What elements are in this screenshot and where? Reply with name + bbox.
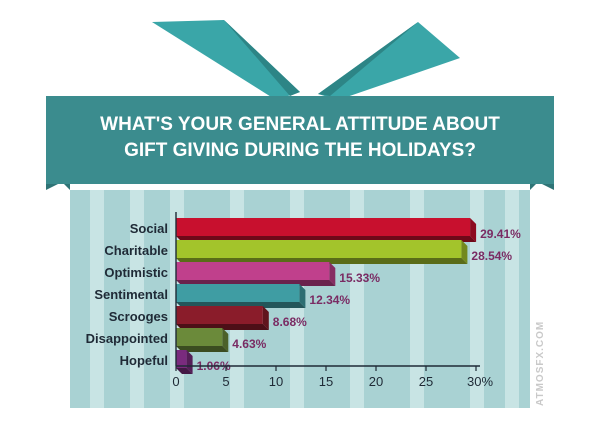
watermark-text: ATMOSFX.COM	[535, 321, 546, 406]
title-band-face	[46, 96, 554, 184]
bar-sentimental	[176, 284, 306, 308]
gift-bow	[152, 20, 460, 100]
bow-left-loop	[152, 20, 300, 100]
bar-disappointed	[176, 328, 229, 352]
category-label-disappointed: Disappointed	[86, 331, 168, 346]
category-label-hopeful: Hopeful	[120, 353, 168, 368]
gift-box-stripe	[505, 190, 519, 408]
bar-side-face	[222, 328, 229, 352]
bar-chart: Social Charitable Optimistic Sentimental Scr…	[86, 212, 521, 389]
bar-front-face	[176, 284, 300, 302]
x-tick-label: 10	[269, 374, 283, 389]
bar-charitable	[176, 240, 468, 264]
gift-box-stripe	[470, 190, 484, 408]
bar-side-face	[299, 284, 306, 308]
value-label-scrooges: 8.68%	[273, 315, 307, 329]
bar-bottom-face	[176, 346, 229, 352]
bow-right-loop	[318, 22, 460, 100]
bar-bottom-face	[176, 368, 193, 374]
bow-right-loop-shadow	[318, 22, 418, 96]
bar-optimistic	[176, 262, 336, 286]
bar-front-face	[176, 350, 187, 368]
x-tick-label: 30%	[467, 374, 493, 389]
chart-category-labels: Social Charitable Optimistic Sentimental Scr…	[86, 221, 168, 368]
bar-side-face	[186, 350, 193, 374]
x-tick-label: 5	[222, 374, 229, 389]
category-label-scrooges: Scrooges	[109, 309, 168, 324]
x-axis-ticks: 0 5 10 15 20 25 30%	[172, 366, 493, 389]
bar-hopeful	[176, 350, 193, 374]
category-label-sentimental: Sentimental	[94, 287, 168, 302]
bar-social	[176, 218, 477, 242]
chart-title-line-1: WHAT'S YOUR GENERAL ATTITUDE ABOUT	[100, 114, 500, 135]
category-label-optimistic: Optimistic	[104, 265, 168, 280]
chart-bars	[176, 218, 477, 374]
category-label-charitable: Charitable	[104, 243, 168, 258]
bar-side-face	[461, 240, 468, 264]
chart-value-labels: 29.41%28.54%15.33%12.34%8.68%4.63%1.06%	[197, 227, 522, 373]
value-label-disappointed: 4.63%	[232, 337, 266, 351]
value-label-charitable: 28.54%	[471, 249, 512, 263]
value-label-sentimental: 12.34%	[309, 293, 350, 307]
chart-title-line-2: GIFT GIVING DURING THE HOLIDAYS?	[124, 140, 476, 161]
bar-front-face	[176, 328, 223, 346]
bar-front-face	[176, 306, 263, 324]
x-tick-label: 15	[319, 374, 333, 389]
bar-side-face	[470, 218, 477, 242]
bow-left-loop-shadow	[224, 20, 300, 96]
x-tick-label: 25	[419, 374, 433, 389]
bar-scrooges	[176, 306, 269, 330]
title-band: WHAT'S YOUR GENERAL ATTITUDE ABOUT GIFT …	[46, 96, 554, 190]
bar-front-face	[176, 262, 330, 280]
bar-side-face	[329, 262, 336, 286]
bar-side-face	[262, 306, 269, 330]
bar-front-face	[176, 218, 471, 236]
gift-box-stripe	[130, 190, 144, 408]
bar-front-face	[176, 240, 462, 258]
gift-box-stripe	[90, 190, 104, 408]
x-tick-label: 0	[172, 374, 179, 389]
value-label-social: 29.41%	[480, 227, 521, 241]
value-label-optimistic: 15.33%	[339, 271, 380, 285]
category-label-social: Social	[130, 221, 168, 236]
x-tick-label: 20	[369, 374, 383, 389]
